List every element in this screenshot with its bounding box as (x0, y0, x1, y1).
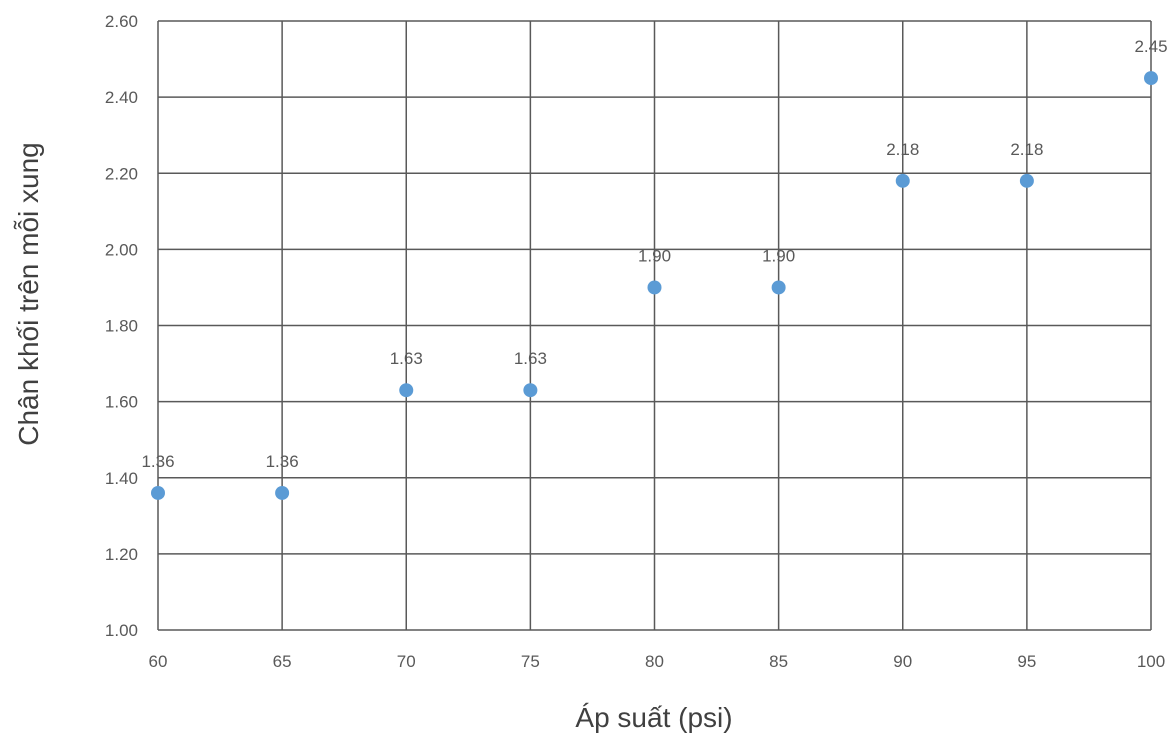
data-label: 1.36 (266, 452, 299, 471)
data-point (1144, 71, 1158, 86)
y-tick-label: 1.60 (105, 393, 138, 412)
data-point (151, 485, 165, 500)
x-tick-label: 70 (397, 652, 416, 671)
data-point (647, 280, 662, 295)
y-tick-label: 2.00 (105, 240, 138, 259)
x-tick-label: 95 (1017, 652, 1036, 671)
x-tick-label: 100 (1137, 652, 1165, 671)
data-point (523, 383, 538, 398)
y-tick-label: 2.60 (105, 12, 138, 31)
y-tick-label: 1.80 (105, 317, 138, 336)
data-label: 1.63 (390, 349, 423, 368)
x-tick-label: 75 (521, 652, 540, 671)
y-tick-label: 2.20 (105, 164, 138, 183)
x-axis-title: Áp suất (psi) (575, 702, 732, 733)
y-axis-title: Chân khối trên mỗi xung (13, 142, 44, 446)
data-point (895, 173, 910, 188)
y-tick-label: 1.20 (105, 545, 138, 564)
data-points (151, 71, 1158, 500)
data-point (275, 485, 290, 500)
x-tick-label: 60 (149, 652, 168, 671)
y-axis-ticks: 1.00 1.20 1.40 1.60 1.80 2.00 2.20 2.40 2.60 (105, 12, 138, 640)
data-label: 1.36 (141, 452, 174, 471)
data-label: 2.18 (886, 140, 919, 159)
data-label: 1.90 (762, 246, 795, 265)
data-label: 2.45 (1134, 37, 1167, 56)
x-tick-label: 80 (645, 652, 664, 671)
data-point (771, 280, 786, 295)
data-point (399, 383, 414, 398)
y-tick-label: 2.40 (105, 88, 138, 107)
data-label: 1.90 (638, 246, 671, 265)
x-tick-label: 65 (273, 652, 292, 671)
x-axis-ticks: 60 65 70 75 80 85 90 95 100 (149, 652, 1166, 671)
y-tick-label: 1.40 (105, 469, 138, 488)
data-label: 2.18 (1010, 140, 1043, 159)
data-label: 1.63 (514, 349, 547, 368)
x-tick-label: 85 (769, 652, 788, 671)
data-point (1019, 173, 1034, 188)
grid (157, 20, 1152, 631)
x-tick-label: 90 (893, 652, 912, 671)
y-tick-label: 1.00 (105, 621, 138, 640)
data-labels: 1.36 1.36 1.63 1.63 1.90 1.90 2.18 2.18 2.45 (141, 37, 1167, 471)
